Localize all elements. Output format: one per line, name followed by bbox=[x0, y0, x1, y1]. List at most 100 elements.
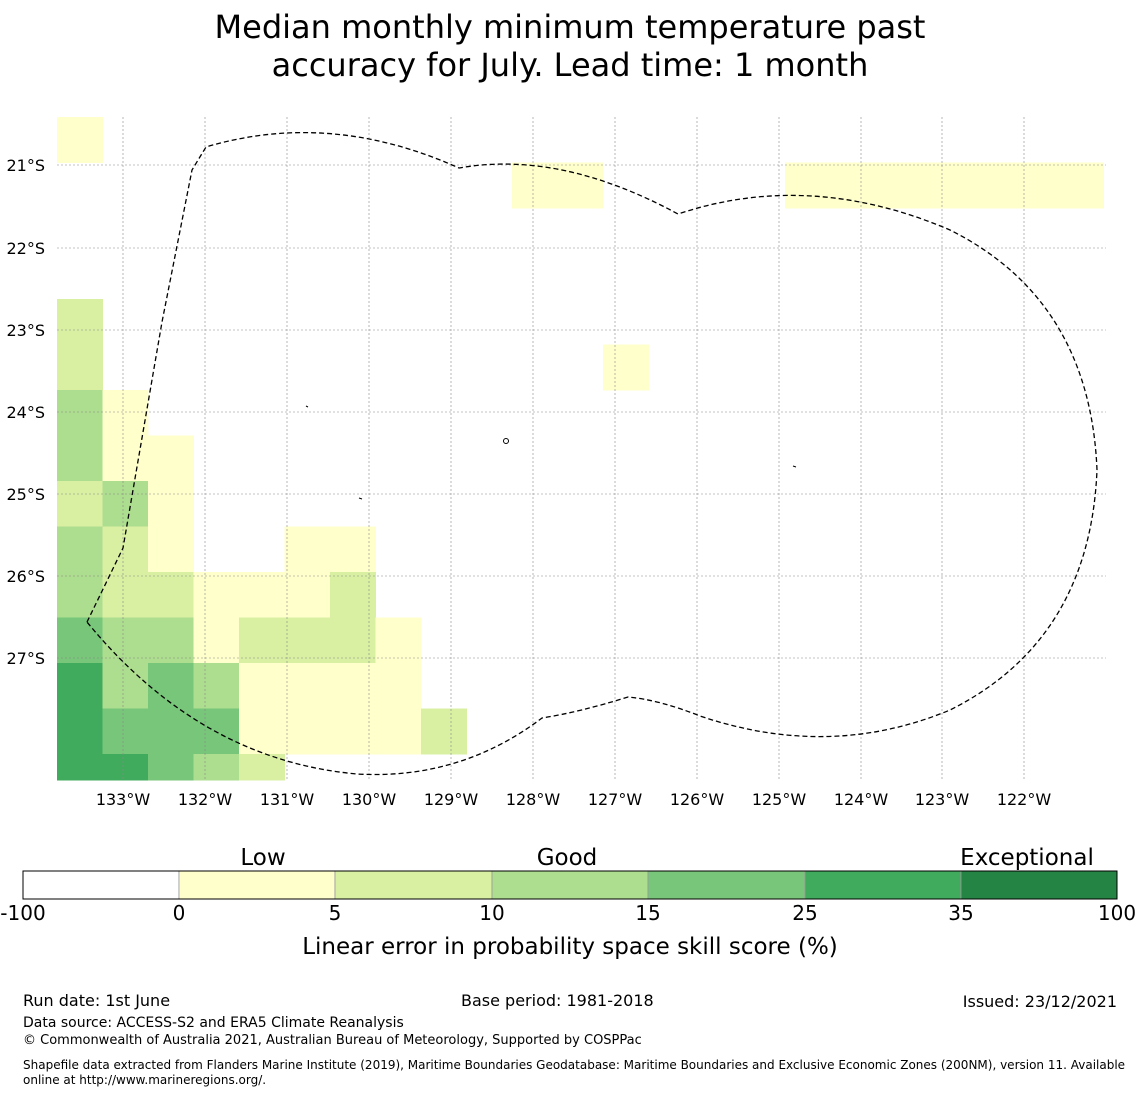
skill-cell bbox=[284, 663, 331, 709]
skill-cell bbox=[193, 663, 240, 709]
longitude-label: 129°W bbox=[424, 790, 479, 809]
colorbar-tick-label: 35 bbox=[948, 901, 973, 925]
skill-cell bbox=[57, 572, 103, 618]
title-line-1: Median monthly minimum temperature past bbox=[214, 8, 926, 46]
skill-cell bbox=[57, 344, 103, 391]
colorbar-box bbox=[804, 870, 962, 900]
longitude-label: 132°W bbox=[178, 790, 233, 809]
island-marker bbox=[792, 465, 797, 468]
skill-cell bbox=[102, 708, 149, 755]
skill-cell bbox=[284, 617, 331, 664]
island-marker bbox=[305, 405, 309, 408]
skill-cell bbox=[57, 617, 103, 664]
colorbar-tick-label: 0 bbox=[173, 901, 186, 925]
skill-cell bbox=[148, 526, 194, 573]
skill-cell bbox=[603, 344, 649, 391]
latitude-label: 21°S bbox=[6, 156, 45, 175]
longitude-label: 123°W bbox=[915, 790, 970, 809]
colorbar-tick-label: 100 bbox=[1098, 901, 1136, 925]
skill-cell bbox=[557, 162, 604, 209]
map-title: Median monthly minimum temperature past … bbox=[0, 8, 1140, 84]
colorbar-box bbox=[334, 870, 493, 900]
skill-cell bbox=[239, 572, 285, 618]
skill-cell bbox=[102, 663, 149, 709]
colorbar-axis-label: Linear error in probability space skill … bbox=[302, 934, 838, 960]
skill-cell bbox=[102, 390, 149, 436]
skill-cell bbox=[102, 481, 149, 527]
longitude-label: 125°W bbox=[752, 790, 807, 809]
colorbar-boxes bbox=[22, 870, 1118, 900]
colorbar-tick-labels: -100 0 5 10 15 25 35 100 bbox=[0, 901, 1136, 925]
longitude-label: 130°W bbox=[342, 790, 397, 809]
skill-cell bbox=[148, 754, 194, 781]
skill-cell bbox=[284, 526, 331, 573]
graticule bbox=[57, 117, 1106, 780]
skill-cell bbox=[102, 435, 149, 482]
legend-category-exceptional: Exceptional bbox=[960, 845, 1094, 871]
latitude-label: 23°S bbox=[6, 321, 45, 340]
latitude-label: 22°S bbox=[6, 239, 45, 258]
colorbar-tick-label: 5 bbox=[329, 901, 342, 925]
latitude-labels: 21°S 22°S 23°S 24°S 25°S 26°S 27°S bbox=[6, 156, 45, 668]
skill-cell bbox=[57, 390, 103, 436]
skill-cell bbox=[785, 162, 831, 209]
skill-cell bbox=[193, 754, 240, 781]
colorbar-box bbox=[178, 870, 336, 900]
colorbar-outline bbox=[22, 870, 1118, 900]
skill-cell bbox=[330, 526, 376, 573]
skill-cell bbox=[239, 663, 285, 709]
skill-cell bbox=[512, 162, 558, 209]
skill-cell bbox=[148, 617, 194, 664]
skill-cell bbox=[967, 162, 1013, 209]
skill-cell bbox=[148, 481, 194, 527]
legend-category-good: Good bbox=[537, 845, 598, 871]
skill-cell bbox=[148, 572, 194, 618]
skill-cell bbox=[284, 572, 331, 618]
skill-cell bbox=[57, 754, 103, 781]
longitude-label: 127°W bbox=[588, 790, 643, 809]
island-markers bbox=[305, 405, 797, 500]
colorbar-box bbox=[491, 870, 649, 900]
skill-cell bbox=[330, 708, 376, 755]
longitude-label: 133°W bbox=[96, 790, 151, 809]
colorbar-tick-label: 15 bbox=[635, 901, 660, 925]
skill-cell bbox=[330, 663, 376, 709]
colorbar-box bbox=[960, 870, 1118, 900]
skill-cell bbox=[1012, 162, 1059, 209]
skill-cell bbox=[102, 617, 149, 664]
colorbar-tick-label: 25 bbox=[792, 901, 817, 925]
skill-cell bbox=[421, 708, 467, 755]
latitude-label: 24°S bbox=[6, 403, 45, 422]
skill-cell bbox=[57, 435, 103, 482]
skill-cell bbox=[57, 526, 103, 573]
skill-cell bbox=[239, 754, 285, 781]
skill-cell bbox=[148, 435, 194, 482]
skill-cell bbox=[921, 162, 968, 209]
run-date: Run date: 1st June bbox=[23, 991, 171, 1010]
colorbar-tick-label: 10 bbox=[479, 901, 504, 925]
skill-cell bbox=[375, 708, 422, 755]
skill-cell bbox=[876, 162, 922, 209]
skill-cell bbox=[57, 299, 103, 345]
issued-date: Issued: 23/12/2021 bbox=[962, 992, 1117, 1011]
skill-cell bbox=[193, 617, 240, 664]
copyright-notice: © Commonwealth of Australia 2021, Austra… bbox=[23, 1033, 642, 1048]
eez-boundary bbox=[86, 131, 1098, 776]
skill-cell bbox=[193, 572, 240, 618]
data-source: Data source: ACCESS-S2 and ERA5 Climate … bbox=[23, 1015, 404, 1031]
skill-cell bbox=[102, 754, 149, 781]
island-marker bbox=[358, 497, 363, 500]
skill-score-map: 21°S22°S23°S24°S25°S26°S27°S 133°W 132°W 1… bbox=[6, 117, 1106, 809]
skill-cell bbox=[148, 708, 194, 755]
skill-cell bbox=[330, 617, 376, 664]
longitude-label: 126°W bbox=[670, 790, 725, 809]
skill-cell bbox=[375, 617, 422, 664]
skill-cell bbox=[284, 708, 331, 755]
longitude-label: 124°W bbox=[834, 790, 889, 809]
skill-cell bbox=[330, 572, 376, 618]
skill-cell bbox=[102, 572, 149, 618]
legend-category-low: Low bbox=[240, 845, 285, 871]
longitude-label: 128°W bbox=[506, 790, 561, 809]
colorbar-tick-label: -100 bbox=[0, 901, 45, 925]
skill-cell bbox=[57, 481, 103, 527]
